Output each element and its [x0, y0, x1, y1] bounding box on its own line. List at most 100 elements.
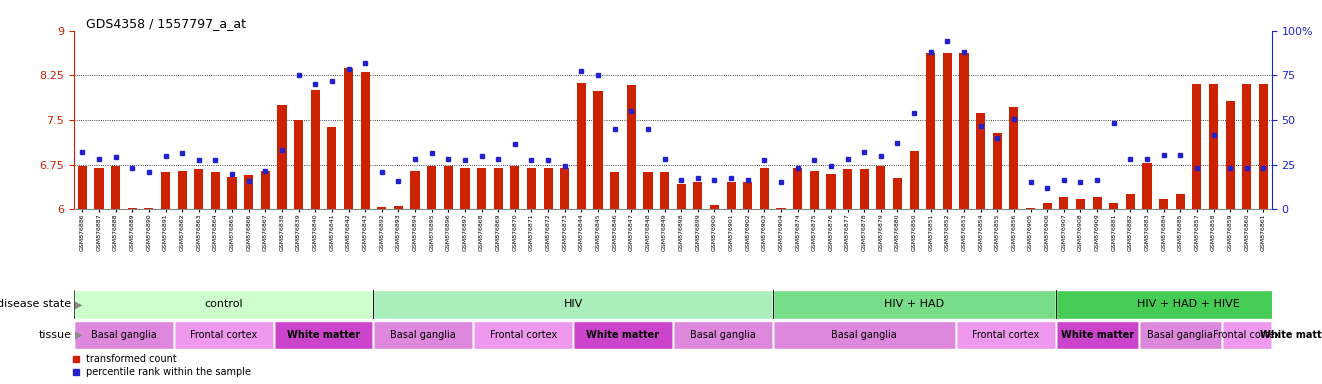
Bar: [772, 321, 956, 349]
Bar: [74, 321, 175, 349]
Bar: [373, 290, 772, 319]
Bar: [960, 53, 969, 209]
Text: HIV: HIV: [563, 299, 583, 310]
Bar: [94, 168, 103, 209]
Bar: [809, 170, 818, 209]
Text: White matter: White matter: [587, 330, 660, 340]
Bar: [910, 151, 919, 209]
Bar: [210, 172, 219, 209]
Text: tissue: tissue: [38, 330, 71, 340]
Bar: [677, 184, 686, 209]
Bar: [328, 127, 337, 209]
Bar: [111, 166, 120, 209]
Text: Frontal cortex: Frontal cortex: [972, 330, 1039, 340]
Bar: [1222, 321, 1272, 349]
Text: HIV + HAD + HIVE: HIV + HAD + HIVE: [1137, 299, 1240, 310]
Bar: [194, 169, 204, 209]
Bar: [1026, 208, 1035, 209]
Bar: [377, 207, 386, 209]
Text: Basal ganglia: Basal ganglia: [390, 330, 456, 340]
Bar: [693, 182, 702, 209]
Bar: [1259, 84, 1268, 209]
Bar: [1055, 290, 1322, 319]
Bar: [144, 208, 153, 209]
Bar: [473, 321, 574, 349]
Bar: [772, 290, 1055, 319]
Bar: [1192, 84, 1202, 209]
Bar: [1043, 204, 1052, 209]
Bar: [245, 175, 254, 209]
Bar: [493, 168, 502, 209]
Bar: [394, 206, 403, 209]
Bar: [673, 321, 772, 349]
Text: Basal ganglia: Basal ganglia: [91, 330, 157, 340]
Bar: [776, 208, 785, 209]
Bar: [278, 105, 287, 209]
Bar: [1208, 84, 1218, 209]
Bar: [1055, 321, 1138, 349]
Bar: [344, 68, 353, 209]
Bar: [460, 168, 469, 209]
Bar: [660, 172, 669, 209]
Text: control: control: [205, 299, 243, 310]
Bar: [727, 182, 736, 209]
Text: White matter: White matter: [287, 330, 360, 340]
Bar: [128, 208, 137, 209]
Text: Basal ganglia: Basal ganglia: [1147, 330, 1214, 340]
Bar: [743, 182, 752, 209]
Bar: [843, 169, 853, 209]
Bar: [510, 166, 520, 209]
Bar: [1092, 197, 1101, 209]
Bar: [826, 174, 836, 209]
Text: GDS4358 / 1557797_a_at: GDS4358 / 1557797_a_at: [86, 17, 246, 30]
Bar: [410, 170, 419, 209]
Bar: [956, 321, 1055, 349]
Bar: [976, 113, 985, 209]
Bar: [260, 170, 270, 209]
Text: Frontal cortex: Frontal cortex: [1214, 330, 1281, 340]
Text: ▶: ▶: [75, 299, 83, 310]
Bar: [74, 290, 373, 319]
Bar: [543, 168, 553, 209]
Bar: [361, 73, 370, 209]
Bar: [594, 91, 603, 209]
Bar: [943, 53, 952, 209]
Bar: [1138, 321, 1222, 349]
Text: disease state: disease state: [0, 299, 71, 310]
Bar: [576, 83, 586, 209]
Text: percentile rank within the sample: percentile rank within the sample: [86, 367, 251, 377]
Bar: [609, 172, 619, 209]
Bar: [477, 168, 486, 209]
Text: HIV + HAD: HIV + HAD: [884, 299, 944, 310]
Bar: [876, 166, 886, 209]
Bar: [1109, 204, 1118, 209]
Bar: [227, 177, 237, 209]
Bar: [1142, 163, 1151, 209]
Bar: [274, 321, 374, 349]
Bar: [993, 133, 1002, 209]
Bar: [1272, 321, 1322, 349]
Text: Frontal cortex: Frontal cortex: [190, 330, 258, 340]
Text: Basal ganglia: Basal ganglia: [832, 330, 898, 340]
Bar: [1126, 194, 1136, 209]
Bar: [175, 321, 274, 349]
Bar: [527, 168, 537, 209]
Text: Basal ganglia: Basal ganglia: [690, 330, 756, 340]
Bar: [1009, 107, 1018, 209]
Bar: [311, 90, 320, 209]
Bar: [793, 168, 802, 209]
Bar: [859, 169, 869, 209]
Bar: [373, 321, 473, 349]
Bar: [161, 172, 171, 209]
Bar: [1159, 199, 1169, 209]
Bar: [1243, 84, 1252, 209]
Text: White matter: White matter: [1060, 330, 1134, 340]
Text: transformed count: transformed count: [86, 354, 176, 364]
Bar: [627, 86, 636, 209]
Bar: [1225, 101, 1235, 209]
Bar: [760, 168, 769, 209]
Bar: [177, 170, 186, 209]
Text: White matter: White matter: [1260, 330, 1322, 340]
Text: ▶: ▶: [75, 330, 83, 340]
Bar: [1059, 197, 1068, 209]
